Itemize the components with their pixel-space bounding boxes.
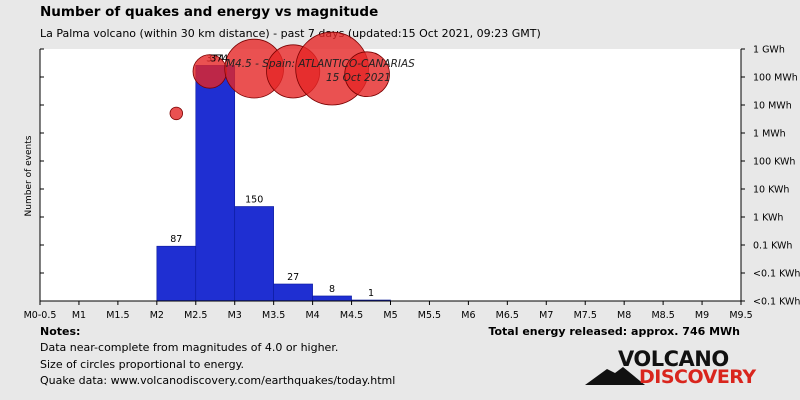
bar-4 (312, 295, 352, 302)
notes-heading: Notes: (40, 325, 81, 338)
bar-count-label-5: 1 (368, 288, 374, 299)
energy-tick-label-5: 10 KWh (753, 185, 789, 196)
bar-count-label-4: 8 (329, 284, 335, 295)
energy-tick-label-0: 1 GWh (753, 45, 785, 56)
note-line-3: Quake data: www.volcanodiscovery.com/ear… (40, 374, 396, 387)
x-tick-label-13: M7 (539, 310, 553, 320)
x-tick-label-12: M6.5 (496, 310, 519, 320)
bar-count-label-0: 87 (170, 234, 182, 245)
annotation-line-0: M4.5 - Spain: ATLANTICO-CANARIAS (226, 58, 415, 70)
note-line-2: Size of circles proportional to energy. (40, 358, 245, 371)
x-tick-label-14: M7.5 (574, 310, 597, 320)
x-tick-label-0: M0-0.5 (24, 310, 57, 320)
energy-tick-label-1: 100 MWh (753, 73, 798, 84)
x-tick-label-17: M9 (695, 310, 709, 320)
y-axis-label: Number of events (24, 135, 34, 216)
energy-tick-label-7: 0.1 KWh (753, 241, 792, 252)
bar-3 (273, 283, 313, 302)
energy-tick-label-6: 1 KWh (753, 213, 783, 224)
x-tick-label-3: M2 (150, 310, 164, 320)
total-energy-label: Total energy released: approx. 746 MWh (488, 325, 740, 338)
quake-energy-chart: 87 374 150 27 8 1 M4.5 - Spain: ATLANTICO-CANA… (24, 31, 800, 320)
energy-tick-label-3: 1 MWh (753, 129, 786, 140)
x-tick-label-15: M8 (617, 310, 631, 320)
x-tick-label-5: M3 (228, 310, 242, 320)
plot-area (40, 49, 741, 301)
energy-circle-5 (344, 51, 390, 97)
x-tick-label-4: M2.5 (184, 310, 207, 320)
bar-2 (234, 206, 274, 302)
logo-text-discovery: DISCOVERY (639, 366, 756, 388)
x-tick-label-6: M3.5 (262, 310, 285, 320)
energy-tick-label-9: <0.1 KWh (753, 297, 800, 308)
energy-circle-0 (169, 106, 184, 121)
x-tick-label-11: M6 (461, 310, 475, 320)
x-tick-label-7: M4 (305, 310, 319, 320)
energy-tick-label-2: 10 MWh (753, 101, 792, 112)
x-tick-label-16: M8.5 (651, 310, 674, 320)
logo-text-volcano: VOLCANO (618, 347, 729, 371)
bar-1 (195, 65, 236, 302)
x-tick-label-8: M4.5 (340, 310, 363, 320)
bar-count-label-top: 374 (210, 53, 228, 64)
x-tick-label-18: M9.5 (729, 310, 752, 320)
x-tick-label-9: M5 (383, 310, 397, 320)
volcanodiscovery-logo[interactable]: VOLCANO DISCOVERY (585, 347, 756, 388)
bar-count-label-2: 150 (245, 195, 263, 206)
bar-0 (156, 245, 197, 302)
x-tick-label-1: M1 (72, 310, 86, 320)
volcano-mountain-icon (585, 367, 645, 385)
annotation-line-1: 15 Oct 2021 (326, 72, 391, 84)
energy-tick-label-4: 100 KWh (753, 157, 795, 168)
note-line-1: Data near-complete from magnitudes of 4.… (40, 341, 339, 354)
chart-title: Number of quakes and energy vs magnitude (40, 4, 379, 20)
energy-tick-label-8: <0.1 KWh (753, 269, 800, 280)
x-tick-label-10: M5.5 (418, 310, 441, 320)
bar-count-label-3: 27 (287, 272, 299, 283)
x-tick-label-2: M1.5 (106, 310, 129, 320)
chart-subtitle: La Palma volcano (within 30 km distance)… (40, 27, 541, 40)
